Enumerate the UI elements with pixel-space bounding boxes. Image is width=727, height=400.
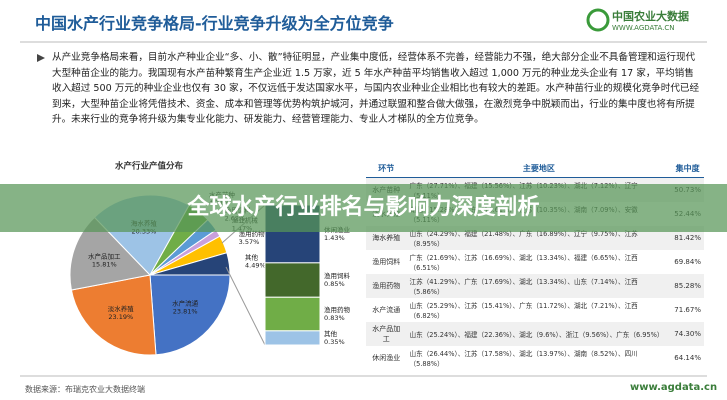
table-cell: 69.84% bbox=[674, 258, 701, 266]
table-cell: 85.28% bbox=[671, 274, 704, 298]
segment-name: 渔用饲料 bbox=[324, 271, 351, 280]
table-row: 渔用药物 江苏（41.29%）、广东（17.69%）、湖北（13.34%）、山东（… bbox=[366, 274, 704, 298]
segment-label: 0.83% bbox=[324, 314, 345, 322]
table-cell: 山东（26.44%）、江苏（17.58%）、湖北（13.97%）、湖南（8.52… bbox=[409, 350, 638, 368]
source: 数据来源：布瑞克农业大数据终端 bbox=[25, 385, 145, 394]
column-header: 主要地区 bbox=[406, 160, 672, 178]
table-cell: 山东（25.24%）、福建（22.36%）、湖北（9.6%）、浙江（9.56%）… bbox=[406, 322, 672, 346]
table-cell: 水产品加工 bbox=[366, 322, 407, 346]
table-cell: 水产流通 bbox=[372, 306, 401, 314]
connector bbox=[225, 266, 266, 346]
logo-name: 中国农业大数据 bbox=[612, 10, 689, 23]
slice-label: 23.19% bbox=[108, 313, 133, 321]
paragraph: 从产业竞争格局来看，目前水产种业企业“多、小、散”特征明显，产业集中度低，经营体… bbox=[52, 52, 700, 125]
logo-icon bbox=[586, 8, 610, 32]
segment-name: 渔用药物 bbox=[324, 305, 351, 314]
column-header: 环节 bbox=[366, 160, 407, 178]
table-row: 渔用饲料 广东（21.69%）、江苏（16.69%）、湖北（13.34%）、福建（… bbox=[366, 250, 704, 274]
slice-label: 3.57% bbox=[239, 238, 260, 246]
slice-name: 其他 bbox=[245, 253, 259, 262]
table-cell: 64.14% bbox=[674, 354, 701, 362]
table-row: 休闲渔业 山东（26.44%）、江苏（17.58%）、湖北（13.97%）、湖南（… bbox=[366, 346, 704, 370]
table-cell: 江苏（41.29%）、广东（17.69%）、湖北（13.34%）、山东（7.14… bbox=[406, 274, 672, 298]
pie-slice bbox=[149, 274, 231, 356]
pie-title: 水产行业产值分布 bbox=[114, 161, 184, 172]
banner: 全球水产行业排名与影响力深度剖析 bbox=[0, 184, 727, 232]
stack-segment bbox=[264, 330, 321, 346]
table-cell: 74.30% bbox=[671, 322, 704, 346]
stack-segment bbox=[264, 262, 321, 298]
table-cell: 渔用药物 bbox=[366, 274, 407, 298]
table-cell: 休闲渔业 bbox=[372, 354, 401, 362]
stack-segment bbox=[264, 296, 321, 332]
column-header: 集中度 bbox=[671, 160, 704, 178]
slice-name: 渔用药物 bbox=[239, 229, 266, 238]
table-row: 水产品加工 山东（25.24%）、福建（22.36%）、湖北（9.6%）、浙江（9… bbox=[366, 322, 704, 346]
table-row: 水产流通 山东（25.29%）、江苏（15.41%）、广东（11.72%）、湖北（… bbox=[366, 298, 704, 322]
slice-label: 23.81% bbox=[173, 308, 198, 316]
slice-label: 4.49% bbox=[245, 262, 266, 270]
segment-name: 其他 bbox=[324, 329, 338, 338]
pie-slice bbox=[70, 274, 157, 356]
slice-name: 淡水养殖 bbox=[108, 304, 135, 313]
table-cell: 山东（25.29%）、江苏（15.41%）、广东（11.72%）、湖北（7.21… bbox=[409, 302, 638, 320]
segment-label: 1.43% bbox=[324, 234, 345, 242]
title: 中国水产行业竞争格局-行业竞争升级为全方位竞争 bbox=[35, 14, 394, 33]
bullet bbox=[37, 54, 45, 62]
segment-label: 0.85% bbox=[324, 280, 345, 288]
segment-label: 0.35% bbox=[324, 338, 345, 346]
slice-name: 水产流通 bbox=[172, 299, 199, 308]
slice-label: 15.81% bbox=[92, 260, 117, 268]
table-cell: 渔用饲料 bbox=[372, 258, 401, 266]
table-cell: 71.67% bbox=[674, 306, 701, 314]
slice-name: 水产品加工 bbox=[88, 251, 121, 260]
table-cell: 广东（21.69%）、江苏（16.69%）、湖北（13.34%）、福建（6.65… bbox=[409, 254, 638, 272]
logo-url: WWW.AGDATA.CN bbox=[612, 24, 675, 32]
footer-url: www.agdata.cn bbox=[630, 382, 718, 393]
